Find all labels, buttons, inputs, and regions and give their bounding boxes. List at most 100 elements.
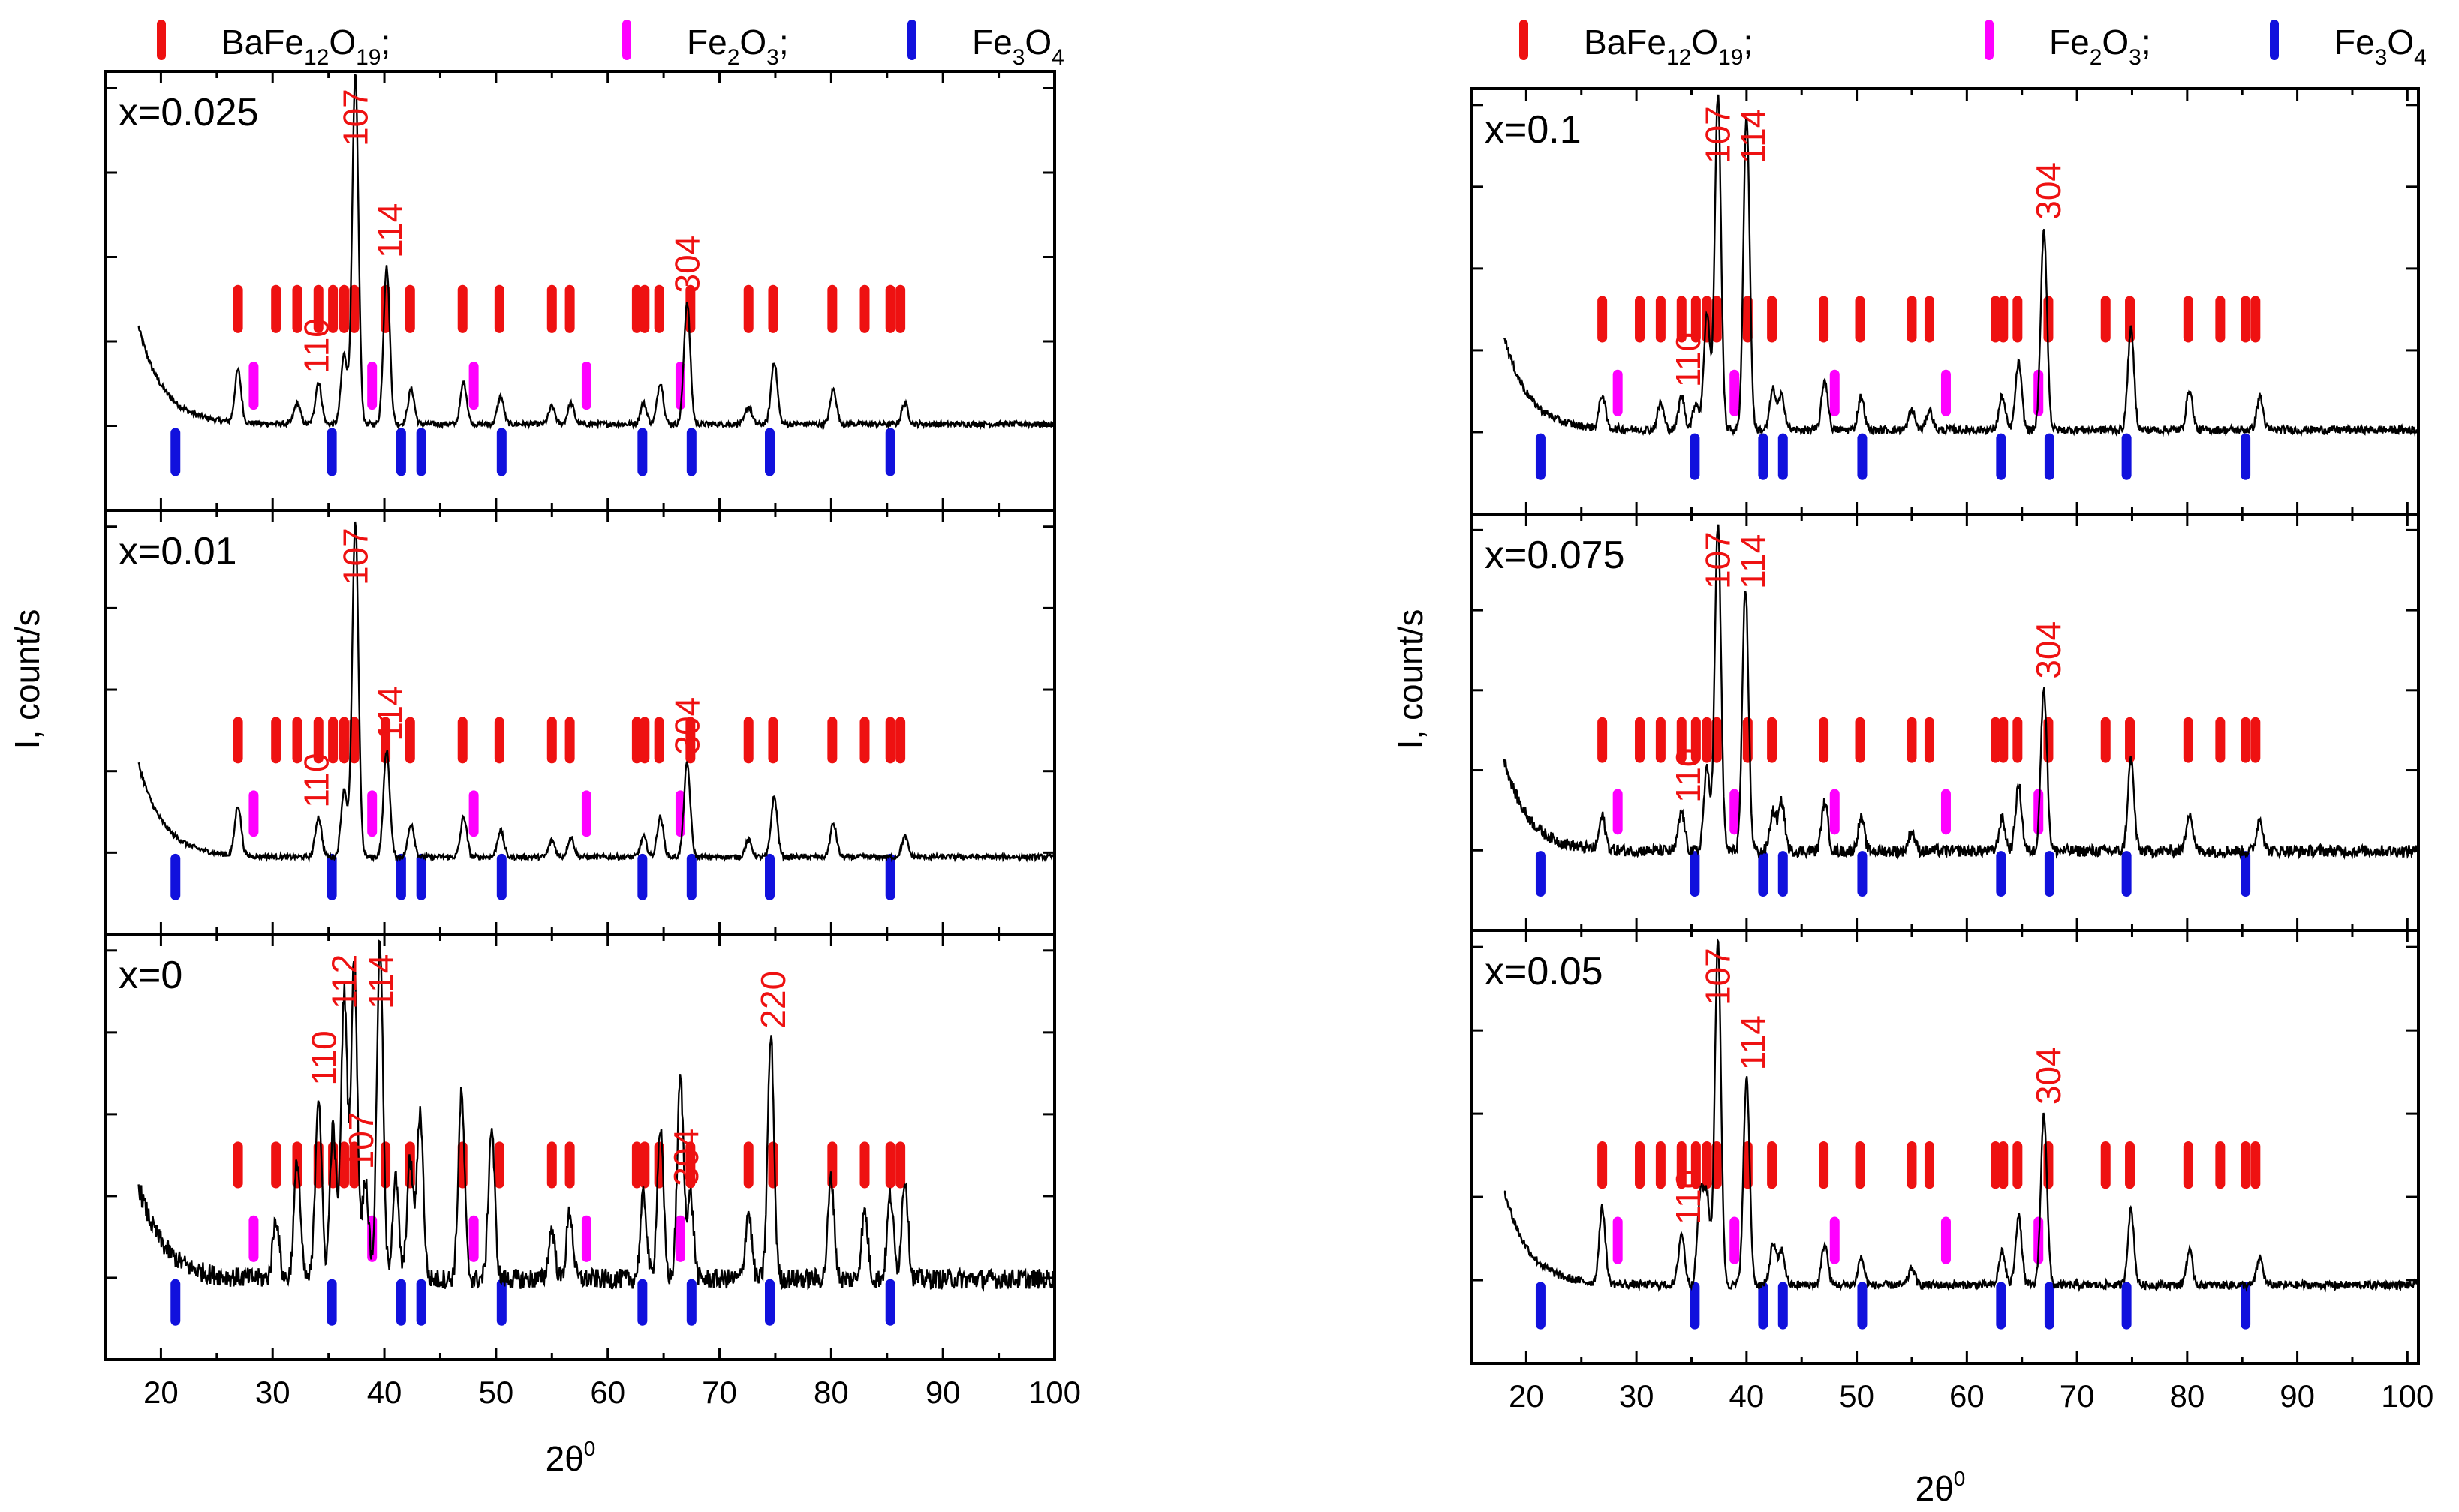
legend-text-part: 4 (2414, 45, 2427, 70)
legend-text-part: Fe (2049, 23, 2090, 62)
miller-index-label: 107 (1699, 531, 1738, 589)
x-tick-label: 80 (814, 1375, 849, 1410)
miller-index-label: 114 (371, 686, 410, 741)
xrd-trace (1503, 524, 2418, 861)
miller-index-label: 304 (667, 236, 706, 293)
sample-label: x=0.01 (119, 530, 237, 573)
panel-x=0: x=0 110 112 107 114 304 220 20 30 40 50 60 70 80 90 100 (104, 933, 1081, 1410)
panel-frame (1470, 87, 2420, 516)
legend-text-part: 19 (1718, 45, 1743, 70)
legend-text-part: O (2387, 23, 2414, 62)
x-tick-label: 90 (2280, 1378, 2315, 1414)
legend-text-part: 2 (727, 45, 740, 70)
panel-frame (104, 70, 1056, 512)
x-axis-label-base: 2θ (1916, 1469, 1954, 1508)
legend-label-bafe: BaFe12O19; (1584, 23, 1753, 70)
panel-x=0.025: x=0.025 110 107 114 304 (104, 70, 1056, 512)
legend-text-part: 19 (356, 45, 381, 70)
x-tick-label: 80 (2169, 1378, 2205, 1414)
miller-index-label: 114 (362, 954, 401, 1009)
miller-index-label: 110 (1669, 332, 1708, 387)
sample-label: x=0.1 (1485, 108, 1582, 152)
miller-index-label: 304 (667, 1129, 706, 1186)
legend-text-part: O (739, 23, 766, 62)
legend-text-part: 3 (1013, 45, 1025, 70)
legend-text-part: BaFe (1584, 23, 1666, 62)
legend: BaFe12O19; Fe2O3; Fe3O4 (157, 20, 1064, 70)
legend-text-part: Fe (2334, 23, 2375, 62)
sample-label: x=0.075 (1485, 534, 1625, 577)
x-tick-label: 60 (1949, 1378, 1985, 1414)
legend-area: BaFe12O19; Fe2O3; Fe3O4 BaFe12O19; Fe2O3; Fe3… (157, 20, 2427, 70)
miller-index-label: 110 (1669, 748, 1708, 803)
miller-index-label: 304 (2029, 621, 2068, 679)
legend-text-part: O (329, 23, 356, 62)
legend-text-part: ; (381, 23, 390, 62)
x-axis-label-sup: 0 (584, 1437, 596, 1460)
legend-text-part: 3 (766, 45, 779, 70)
panel-frame (104, 933, 1056, 1361)
x-tick-label: 40 (1729, 1378, 1765, 1414)
x-tick-label: 70 (2060, 1378, 2095, 1414)
legend-text-part: ; (1743, 23, 1753, 62)
xrd-trace (1503, 937, 2418, 1293)
miller-index-label: 107 (1699, 106, 1738, 164)
legend-text-part: O (1691, 23, 1718, 62)
x-tick-label: 50 (479, 1375, 514, 1410)
sample-label: x=0.05 (1485, 950, 1603, 993)
legend-label-fe2o3: Fe2O3; (2049, 23, 2151, 70)
legend-text-part: O (2102, 23, 2129, 62)
x-tick-label: 100 (2381, 1378, 2433, 1414)
miller-index-label: 107 (336, 528, 375, 585)
xrd-trace (1503, 94, 2418, 437)
y-axis-label-right: I, count/s (1391, 609, 1430, 750)
legend-text-part: BaFe (221, 23, 304, 62)
miller-index-label: 110 (1669, 1170, 1708, 1225)
x-axis-label-right: 2θ0 (1916, 1467, 1966, 1508)
x-tick-label: 60 (590, 1375, 625, 1410)
miller-index-label: 107 (336, 89, 375, 146)
panel-x=0.05: x=0.05 110 107 114 304 20 30 40 50 60 70 80 90 100 (1470, 929, 2433, 1414)
miller-index-label: 107 (342, 1112, 381, 1170)
legend-text-part: ; (779, 23, 789, 62)
xrd-trace (137, 939, 1054, 1292)
miller-index-label: 110 (305, 1030, 344, 1085)
miller-index-label: 110 (296, 318, 336, 373)
x-tick-label: 50 (1839, 1378, 1874, 1414)
x-tick-label: 90 (926, 1375, 961, 1410)
legend-text-part: Fe (972, 23, 1013, 62)
miller-index-label: 114 (1734, 1015, 1773, 1070)
miller-index-label: 114 (1734, 534, 1773, 589)
legend-label-fe2o3: Fe2O3; (687, 23, 789, 70)
miller-index-label: 112 (324, 954, 363, 1009)
x-tick-label: 20 (1509, 1378, 1544, 1414)
x-axis-label-sup: 0 (1954, 1467, 1966, 1490)
xrd-trace (137, 74, 1054, 431)
miller-index-label: 220 (754, 971, 793, 1029)
legend-label-bafe: BaFe12O19; (221, 23, 390, 70)
legend-text-part: 3 (2129, 45, 2141, 70)
legend-text-part: 3 (2375, 45, 2388, 70)
y-axis-label-left: I, count/s (8, 609, 47, 750)
legend-label-fe3o4: Fe3O4 (2334, 23, 2427, 70)
x-tick-label: 70 (702, 1375, 737, 1410)
legend-text-part: ; (2141, 23, 2151, 62)
sample-label: x=0 (119, 954, 182, 997)
x-tick-label: 30 (1619, 1378, 1654, 1414)
panel-frame (1470, 929, 2420, 1365)
legend-text-part: 12 (1666, 45, 1691, 70)
legend-text-part: O (1025, 23, 1052, 62)
miller-index-label: 110 (296, 753, 336, 807)
x-tick-label: 40 (367, 1375, 402, 1410)
miller-index-label: 304 (2029, 162, 2068, 220)
miller-index-label: 304 (667, 697, 706, 755)
legend-text-part: 2 (2090, 45, 2102, 70)
legend-text-part: Fe (687, 23, 727, 62)
miller-index-label: 114 (1734, 109, 1773, 164)
x-tick-label: 20 (143, 1375, 179, 1410)
miller-index-label: 107 (1699, 948, 1738, 1005)
